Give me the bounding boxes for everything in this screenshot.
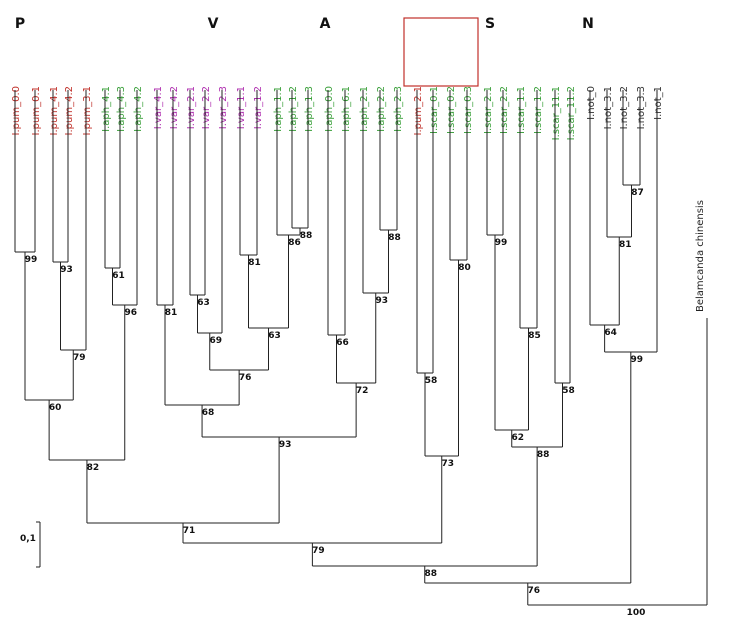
leaf-label: I.var_1.1 — [236, 86, 247, 129]
support-value: 81 — [248, 258, 261, 268]
leaf-label: I.aph_1.3 — [304, 86, 315, 132]
leaf-label: I.scar_11.2 — [566, 86, 577, 140]
leaf-label: I.var_4.1 — [153, 86, 164, 129]
support-value: 99 — [25, 255, 38, 265]
leaf-label: I.aph_4.2 — [133, 86, 144, 132]
leaf-label: I.aph_4.3 — [116, 86, 127, 132]
support-value: 88 — [537, 450, 550, 460]
support-value: 60 — [49, 403, 62, 413]
leaf-label: I.scar_0.2 — [446, 86, 457, 134]
support-value: 64 — [604, 328, 617, 338]
support-value: 80 — [458, 263, 471, 273]
highlight-box — [403, 17, 479, 87]
leaf-label: I.pum_0.0 — [11, 86, 22, 135]
support-value: 96 — [124, 308, 137, 318]
leaf-label: I.scar_0.3 — [463, 86, 474, 134]
group-label: V — [208, 16, 219, 32]
leaf-label: I.aph_1.2 — [288, 86, 299, 132]
leaf-label: I.aph_2.1 — [359, 86, 370, 132]
leaf-label: I.not_3.2 — [619, 86, 630, 129]
support-value: 88 — [388, 233, 401, 243]
support-value: 61 — [112, 271, 125, 281]
leaf-label: I.scar_2.2 — [499, 86, 510, 134]
support-value: 63 — [268, 331, 281, 341]
support-value: 73 — [441, 459, 454, 469]
support-value: 69 — [209, 336, 222, 346]
support-value: 58 — [425, 376, 438, 386]
group-label: P — [15, 16, 25, 32]
support-value: 62 — [511, 433, 524, 443]
leaf-label: I.not_3.1 — [603, 86, 614, 129]
leaf-label: I.aph_2.3 — [393, 86, 404, 132]
leaf-label: I.scar_11.1 — [551, 86, 562, 140]
support-value: 100 — [627, 608, 646, 618]
leaf-label: I.not_3.3 — [636, 86, 647, 129]
leaf-label: I.scar_1.2 — [533, 86, 544, 134]
leaf-label: I.scar_1.1 — [516, 86, 527, 134]
support-value: 88 — [300, 231, 313, 241]
outgroup-label: Belamcanda chinensis — [695, 200, 706, 312]
support-value: 68 — [202, 408, 215, 418]
support-value: 79 — [73, 353, 86, 363]
support-value: 71 — [183, 526, 196, 536]
support-value: 72 — [356, 386, 369, 396]
support-value: 93 — [60, 265, 73, 275]
support-value: 66 — [336, 338, 349, 348]
group-label: A — [320, 16, 331, 32]
support-value: 76 — [239, 373, 252, 383]
leaf-label: I.var_2.1 — [186, 86, 197, 129]
leaf-label: I.aph_0.0 — [324, 86, 335, 132]
group-label: S — [485, 16, 495, 32]
leaf-label: I.scar_0.1 — [429, 86, 440, 134]
support-value: 63 — [197, 298, 210, 308]
leaf-label: I.pum_2.1 — [413, 86, 424, 135]
support-value: 93 — [375, 296, 388, 306]
support-value: 81 — [619, 240, 632, 250]
leaf-label: I.aph_6.1 — [341, 86, 352, 132]
leaf-label: I.scar_2.1 — [483, 86, 494, 134]
leaf-label: I.pum_0.1 — [31, 86, 42, 135]
leaf-label: I.aph_4.1 — [101, 86, 112, 132]
support-value: 86 — [288, 238, 301, 248]
leaf-label: I.aph_1.1 — [273, 86, 284, 132]
leaf-label: I.var_2.3 — [218, 86, 229, 129]
leaf-label: I.pum_3.1 — [82, 86, 93, 135]
leaf-label: I.not_1 — [653, 86, 664, 120]
support-value: 99 — [631, 355, 644, 365]
support-value: 79 — [312, 546, 325, 556]
support-value: 76 — [528, 586, 541, 596]
group-label: N — [582, 16, 594, 32]
leaf-label: I.var_1.2 — [253, 86, 264, 129]
support-value: 82 — [87, 463, 100, 473]
leaf-label: I.not_0 — [586, 86, 597, 120]
leaf-label: I.aph_2.2 — [376, 86, 387, 132]
support-value: 99 — [495, 238, 508, 248]
support-value: 58 — [562, 386, 575, 396]
support-value: 81 — [165, 308, 178, 318]
leaf-label: I.pum_4.2 — [64, 86, 75, 135]
leaf-label: I.pum_4.1 — [49, 86, 60, 135]
support-value: 85 — [528, 331, 541, 341]
leaf-label: I.var_4.2 — [169, 86, 180, 129]
support-value: 93 — [279, 440, 292, 450]
scale-label: 0,1 — [20, 534, 36, 544]
support-value: 87 — [631, 188, 644, 198]
leaf-label: I.var_2.2 — [201, 86, 212, 129]
support-value: 88 — [424, 569, 437, 579]
